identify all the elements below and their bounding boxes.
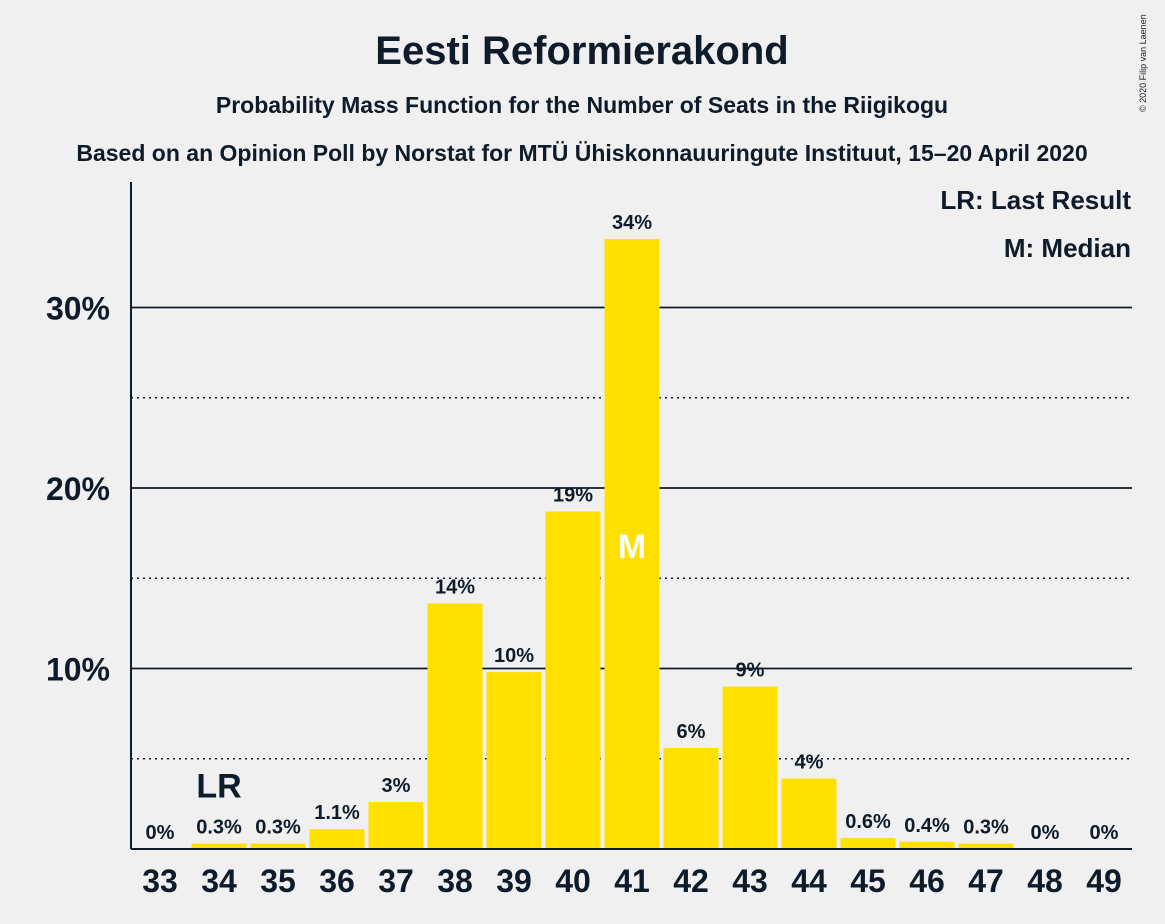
- x-tick-label-39: 39: [496, 863, 532, 899]
- data-label-39: 10%: [494, 645, 534, 667]
- x-tick-label-36: 36: [319, 863, 355, 899]
- x-tick-label-48: 48: [1027, 863, 1063, 899]
- bar-40: [545, 511, 601, 849]
- bar-35: [250, 843, 306, 849]
- x-tick-label-40: 40: [555, 863, 591, 899]
- x-tick-label-35: 35: [260, 863, 296, 899]
- data-label-46: 0.4%: [904, 815, 950, 837]
- x-tick-label-46: 46: [909, 863, 945, 899]
- bar-38: [427, 603, 483, 849]
- copyright-notice: © 2020 Filip van Laenen: [1138, 14, 1148, 112]
- median-marker: M: [618, 528, 646, 566]
- data-label-38: 14%: [435, 577, 475, 599]
- bars: [191, 238, 1014, 849]
- chart-title: Eesti Reformierakond: [375, 29, 788, 73]
- data-label-44: 4%: [795, 752, 824, 774]
- data-label-35: 0.3%: [255, 817, 301, 839]
- bar-42: [663, 747, 719, 849]
- data-label-45: 0.6%: [845, 811, 891, 833]
- bar-34: [191, 843, 247, 849]
- x-tick-label-34: 34: [201, 863, 237, 899]
- data-label-37: 3%: [382, 775, 411, 797]
- x-tick-label-38: 38: [437, 863, 473, 899]
- x-tick-label-47: 47: [968, 863, 1004, 899]
- y-axis-ticks: 10% 20% 30%: [46, 291, 110, 688]
- x-tick-label-49: 49: [1086, 863, 1122, 899]
- x-tick-label-44: 44: [791, 863, 827, 899]
- x-tick-label-43: 43: [732, 863, 768, 899]
- data-label-33: 0%: [146, 822, 175, 844]
- x-tick-label-42: 42: [673, 863, 709, 899]
- x-tick-label-33: 33: [142, 863, 178, 899]
- bar-39: [486, 672, 542, 849]
- bar-47: [958, 843, 1014, 849]
- bar-37: [368, 802, 424, 849]
- data-label-40: 19%: [553, 484, 593, 506]
- data-labels: 0% 0.3% LR 0.3% 1.1% 3% 14% 10% 19% 34% M 6% 9% 4% 0.6…: [146, 212, 1119, 844]
- bar-36: [309, 829, 365, 849]
- bar-46: [899, 841, 955, 849]
- last-result-marker: LR: [196, 768, 241, 806]
- bar-44: [781, 778, 837, 849]
- legend-last-result: LR: Last Result: [940, 185, 1131, 215]
- data-label-36: 1.1%: [314, 802, 360, 824]
- x-axis-ticks: 33 34 35 36 37 38 39 40 41 42 43 44 45 46 47 48 49: [142, 863, 1122, 899]
- data-label-41: 34%: [612, 212, 652, 234]
- bar-41: [604, 238, 660, 849]
- y-tick-label: 10%: [46, 652, 110, 688]
- x-tick-label-41: 41: [614, 863, 650, 899]
- x-tick-label-37: 37: [378, 863, 414, 899]
- chart-source-line: Based on an Opinion Poll by Norstat for …: [76, 140, 1087, 166]
- y-tick-label: 20%: [46, 471, 110, 507]
- data-label-49: 0%: [1090, 822, 1119, 844]
- legend-median: M: Median: [1004, 233, 1131, 263]
- data-label-48: 0%: [1031, 822, 1060, 844]
- data-label-43: 9%: [736, 660, 765, 682]
- data-label-42: 6%: [677, 721, 706, 743]
- x-tick-label-45: 45: [850, 863, 886, 899]
- bar-45: [840, 838, 896, 849]
- chart-subtitle: Probability Mass Function for the Number…: [216, 92, 948, 118]
- data-label-47: 0.3%: [963, 817, 1009, 839]
- data-label-34: 0.3%: [196, 817, 242, 839]
- bar-43: [722, 686, 778, 849]
- y-tick-label: 30%: [46, 291, 110, 327]
